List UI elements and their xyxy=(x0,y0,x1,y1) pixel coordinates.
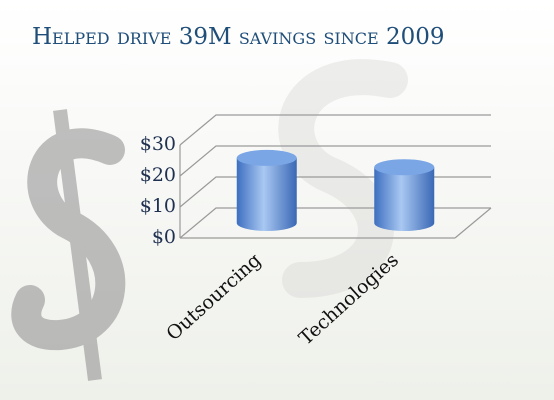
y-tick-label: $0 xyxy=(152,226,176,248)
bar xyxy=(374,167,434,231)
bar-top xyxy=(237,150,297,166)
bar-top xyxy=(374,159,434,175)
bar xyxy=(237,158,297,231)
chart-title: Helped drive 39M savings since 2009 xyxy=(32,24,445,50)
chart: Helped drive 39M savings since 2009 $0 $1… xyxy=(0,0,554,400)
y-tick-label: $30 xyxy=(140,133,176,155)
y-tick-label: $10 xyxy=(140,195,176,217)
y-tick-label: $20 xyxy=(140,164,176,186)
